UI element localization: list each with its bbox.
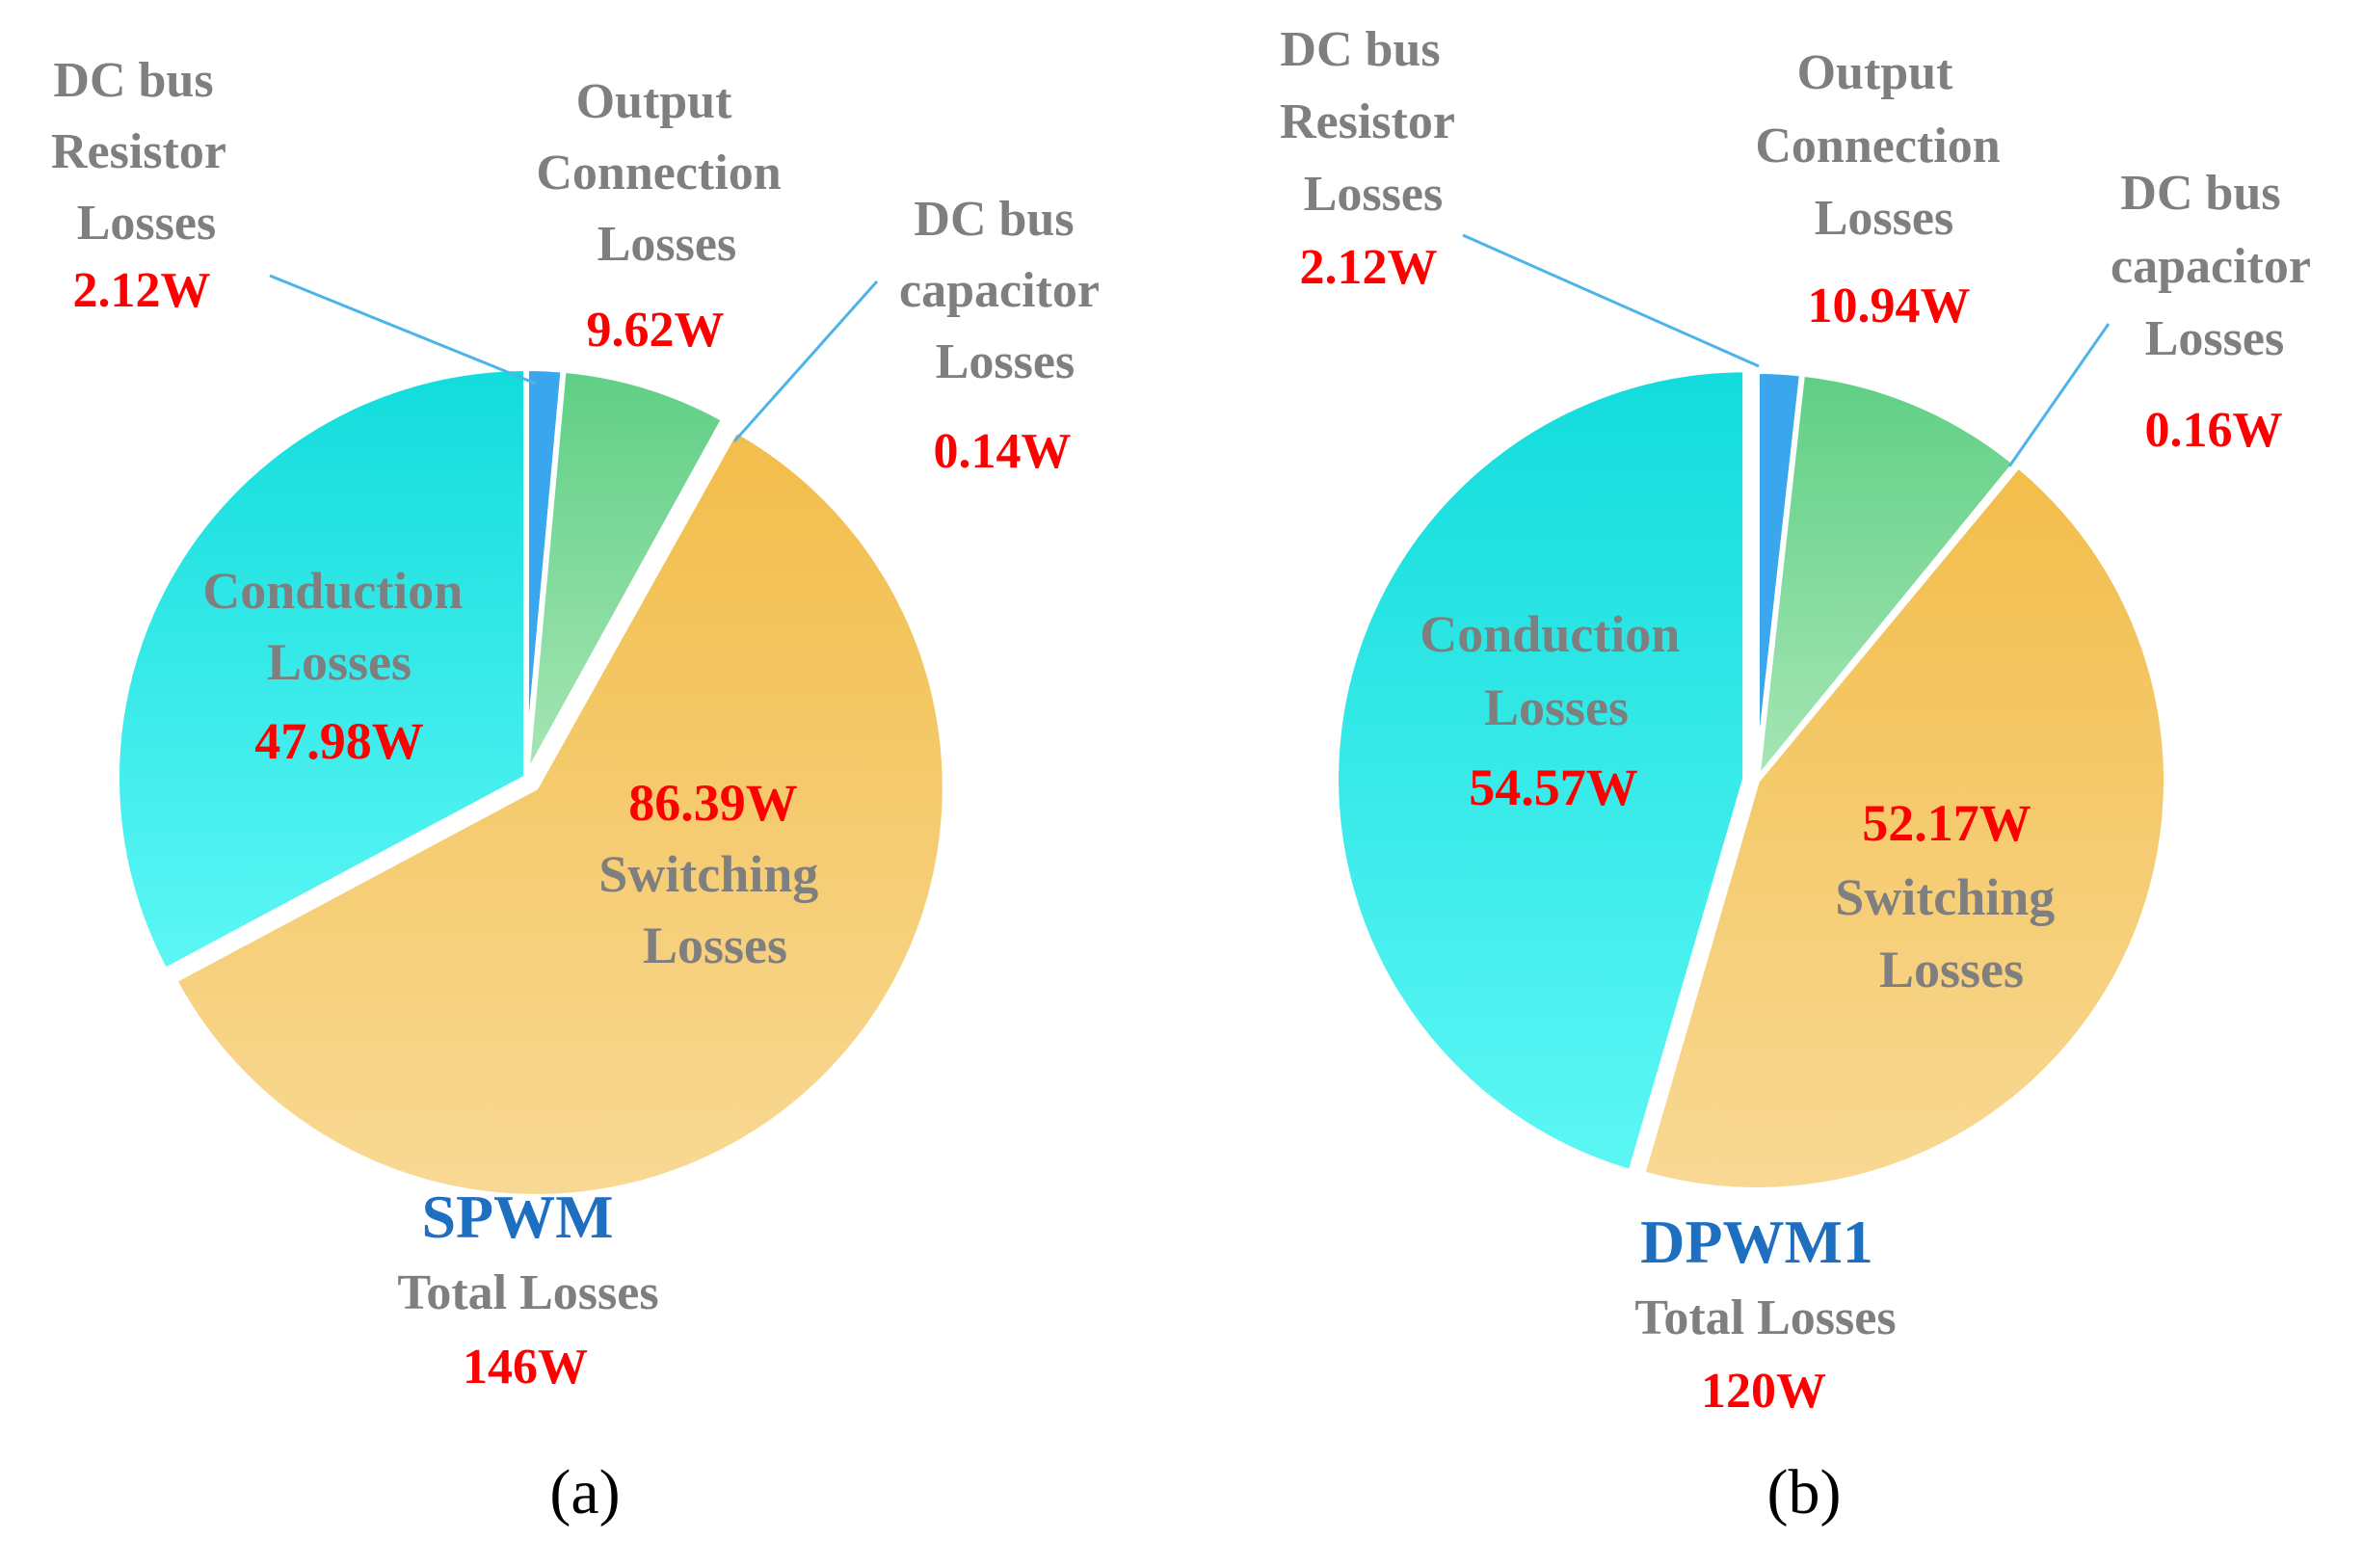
dpwm1-conduction-label: Conduction Losses: [1420, 605, 1693, 736]
spwm-conduction-label: Conduction Losses: [202, 562, 476, 691]
dpwm1-scheme-title: DPWM1: [1640, 1208, 1873, 1276]
spwm-capacitor-label: DC bus capacitor Losses: [899, 192, 1111, 389]
spwm-panel: DC bus Resistor Losses 2.12W Output Conn…: [51, 53, 1111, 1528]
spwm-slice-conduction: [114, 365, 529, 974]
panel-a-caption: (a): [549, 1457, 620, 1528]
spwm-slice-capacitor: [523, 415, 730, 781]
spwm-switching-value: 86.39W: [628, 774, 798, 832]
dpwm1-total-label: Total Losses: [1634, 1290, 1896, 1345]
spwm-slice-output: [523, 366, 728, 781]
spwm-output-label: Output Connection Losses: [536, 74, 793, 272]
dpwm1-panel: DC bus Resistor Losses 2.12W Output Conn…: [1280, 22, 2323, 1528]
dpwm1-total-value: 120W: [1701, 1364, 1826, 1419]
dpwm1-slice-output: [1754, 370, 2019, 784]
spwm-pie: [114, 365, 948, 1200]
dpwm1-leader-line-capacitor: [2007, 323, 2111, 467]
dpwm1-output-label: Output Connection Losses: [1755, 45, 2012, 246]
spwm-conduction-value: 47.98W: [254, 712, 424, 770]
dpwm1-slice-conduction: [1333, 366, 1749, 1176]
panel-b-caption: (b): [1767, 1457, 1842, 1528]
dpwm1-switching-value: 52.17W: [1862, 794, 2031, 852]
dpwm1-resistor-value: 2.12W: [1300, 240, 1438, 295]
spwm-total-label: Total Losses: [397, 1265, 658, 1320]
spwm-total-value: 146W: [463, 1340, 588, 1395]
dpwm1-conduction-value: 54.57W: [1469, 758, 1638, 816]
dpwm1-capacitor-value: 0.16W: [2145, 403, 2283, 458]
spwm-leader-line-resistor: [269, 274, 537, 385]
dpwm1-switching-label: Switching Losses: [1835, 868, 2068, 998]
spwm-resistor-label: DC bus Resistor Losses: [51, 53, 238, 251]
spwm-slice-switching: [171, 427, 948, 1200]
spwm-resistor-value: 2.12W: [73, 263, 211, 318]
dpwm1-pie: [1333, 366, 2169, 1193]
spwm-capacitor-value: 0.14W: [934, 424, 1072, 479]
dpwm1-capacitor-label: DC bus capacitor Losses: [2111, 166, 2323, 366]
spwm-switching-label: Switching Losses: [598, 845, 832, 974]
dpwm1-slice-switching: [1639, 462, 2169, 1193]
dpwm1-resistor-label: DC bus Resistor Losses: [1280, 22, 1467, 222]
spwm-output-value: 9.62W: [587, 303, 725, 358]
dpwm1-leader-line-resistor: [1462, 233, 1760, 368]
spwm-leader-line-capacitor: [732, 280, 879, 442]
spwm-scheme-title: SPWM: [421, 1183, 613, 1251]
dpwm1-output-value: 10.94W: [1808, 279, 1971, 333]
